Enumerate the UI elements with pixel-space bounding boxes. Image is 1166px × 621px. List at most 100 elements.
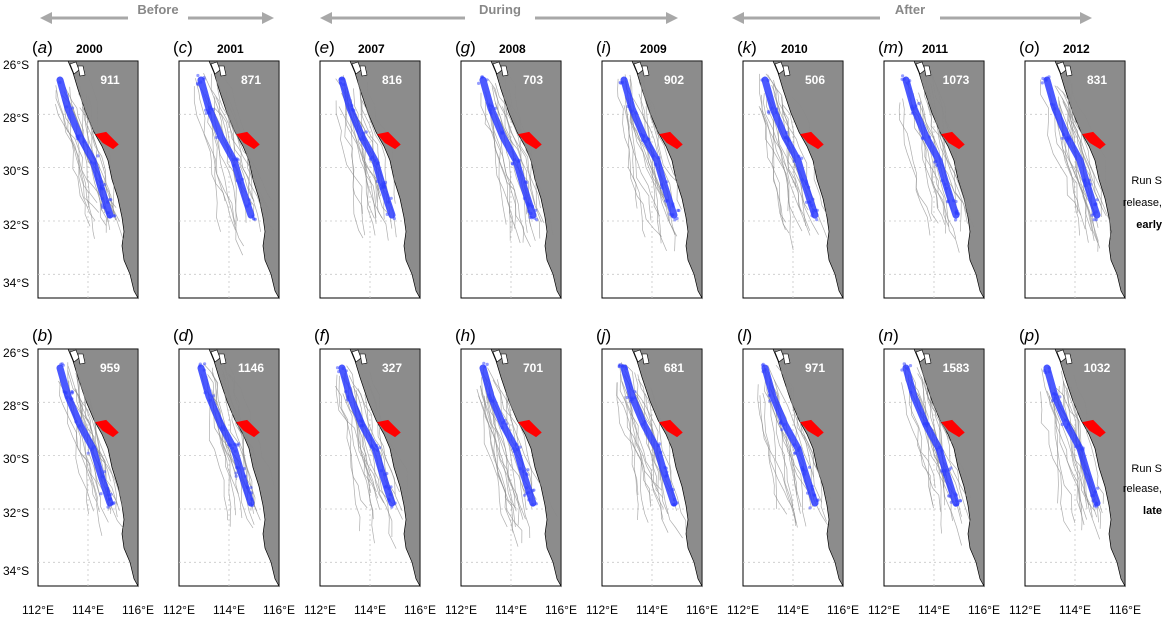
particle-dot (100, 196, 104, 201)
particle-dot (208, 105, 212, 109)
particle-dot (761, 370, 765, 374)
particle-dot (522, 196, 527, 200)
particle-dot (102, 470, 107, 474)
island-shape (915, 349, 932, 365)
particle-dot (775, 107, 779, 111)
particle-dot (922, 422, 926, 426)
particle-dot (806, 491, 810, 495)
land-mass (631, 348, 703, 588)
panel-letter: (b) (32, 326, 53, 345)
particle-dot (345, 398, 349, 402)
arrowhead-left-icon (40, 12, 52, 24)
particle-dot (902, 362, 906, 366)
particle-dot (1095, 198, 1099, 202)
particle-dot (940, 179, 944, 183)
panel-letter: (l) (737, 326, 752, 345)
particle-track (775, 364, 831, 499)
particle-dot (624, 366, 629, 370)
particle-dot (517, 158, 521, 162)
particle-dot (198, 364, 202, 368)
particle-dot (954, 503, 958, 507)
particle-dot (248, 202, 252, 206)
particle-dot (626, 104, 630, 108)
particle-dot (231, 157, 235, 161)
land-mass (1054, 60, 1126, 300)
particle-track (901, 382, 934, 509)
particle-band (761, 364, 819, 507)
particle-dot (389, 485, 393, 489)
release-zone (236, 131, 260, 150)
map-panel: (c) 2001 871 (173, 38, 280, 300)
particle-track (225, 79, 262, 232)
particle-dot (917, 101, 921, 106)
particle-dot (373, 158, 377, 163)
particle-dot (807, 185, 811, 189)
particle-dot (214, 135, 219, 140)
particle-track (69, 86, 96, 221)
panel-letter: (g) (455, 38, 476, 57)
particle-track (898, 102, 931, 236)
particle-dot (1044, 78, 1048, 82)
particle-track (626, 391, 664, 520)
lon-tick-label: 112°E (586, 603, 618, 617)
release-zone (95, 131, 119, 150)
lon-tick-label: 114°E (1059, 603, 1091, 617)
particle-count: 971 (805, 361, 825, 375)
map-panel: (k) 2010 506 (737, 38, 844, 300)
particle-dot (208, 398, 212, 402)
particle-dot (344, 369, 348, 373)
particle-track (223, 364, 257, 466)
particle-dot (352, 108, 356, 112)
particle-track (785, 364, 823, 503)
land-mass (772, 348, 844, 588)
particle-dot (803, 472, 807, 476)
particle-dot (99, 492, 103, 496)
particle-dot (243, 474, 247, 478)
particle-dot (392, 217, 396, 221)
particle-dot (1094, 210, 1098, 214)
particle-count: 1583 (943, 361, 970, 375)
lon-tick-label: 112°E (868, 603, 900, 617)
particle-dot (618, 80, 622, 85)
particle-dot (99, 180, 103, 184)
lat-tick-label: 34°S (3, 276, 29, 290)
particle-dot (811, 197, 815, 201)
particle-band (620, 364, 678, 507)
particle-dot (1047, 75, 1051, 79)
particle-dot (524, 486, 529, 490)
particle-track (207, 97, 237, 226)
land-mass (490, 60, 562, 300)
panel-letter: (j) (596, 326, 611, 345)
particle-dot (760, 78, 764, 82)
panel-letter: (o) (1019, 38, 1040, 57)
particle-dot (113, 214, 117, 218)
particle-dot (65, 396, 69, 400)
lat-tick-label: 28°S (3, 399, 29, 413)
particle-dot (955, 211, 959, 215)
period-during-label: During (479, 2, 521, 17)
period-during: During (320, 2, 678, 26)
row-label-line3: late (1143, 505, 1162, 517)
particle-track (210, 73, 253, 200)
particle-track (629, 107, 678, 237)
particle-track (335, 100, 366, 236)
particle-dot (249, 486, 253, 490)
particle-dot (503, 419, 507, 423)
particle-dot (75, 137, 79, 141)
particle-track (931, 75, 968, 216)
particle-dot (511, 447, 515, 451)
particle-track (485, 382, 516, 507)
particle-dot (386, 200, 390, 204)
particle-dot (77, 424, 81, 428)
particle-dot (933, 160, 937, 164)
lon-tick-label: 112°E (445, 603, 477, 617)
map-panel: (h) 701 (455, 326, 562, 588)
particle-count: 1073 (943, 73, 970, 87)
particle-dot (106, 505, 110, 509)
particle-track (761, 94, 790, 234)
particle-count: 911 (100, 73, 120, 87)
particle-dot (221, 425, 225, 429)
particle-dot (385, 472, 389, 476)
particle-track (759, 73, 789, 212)
